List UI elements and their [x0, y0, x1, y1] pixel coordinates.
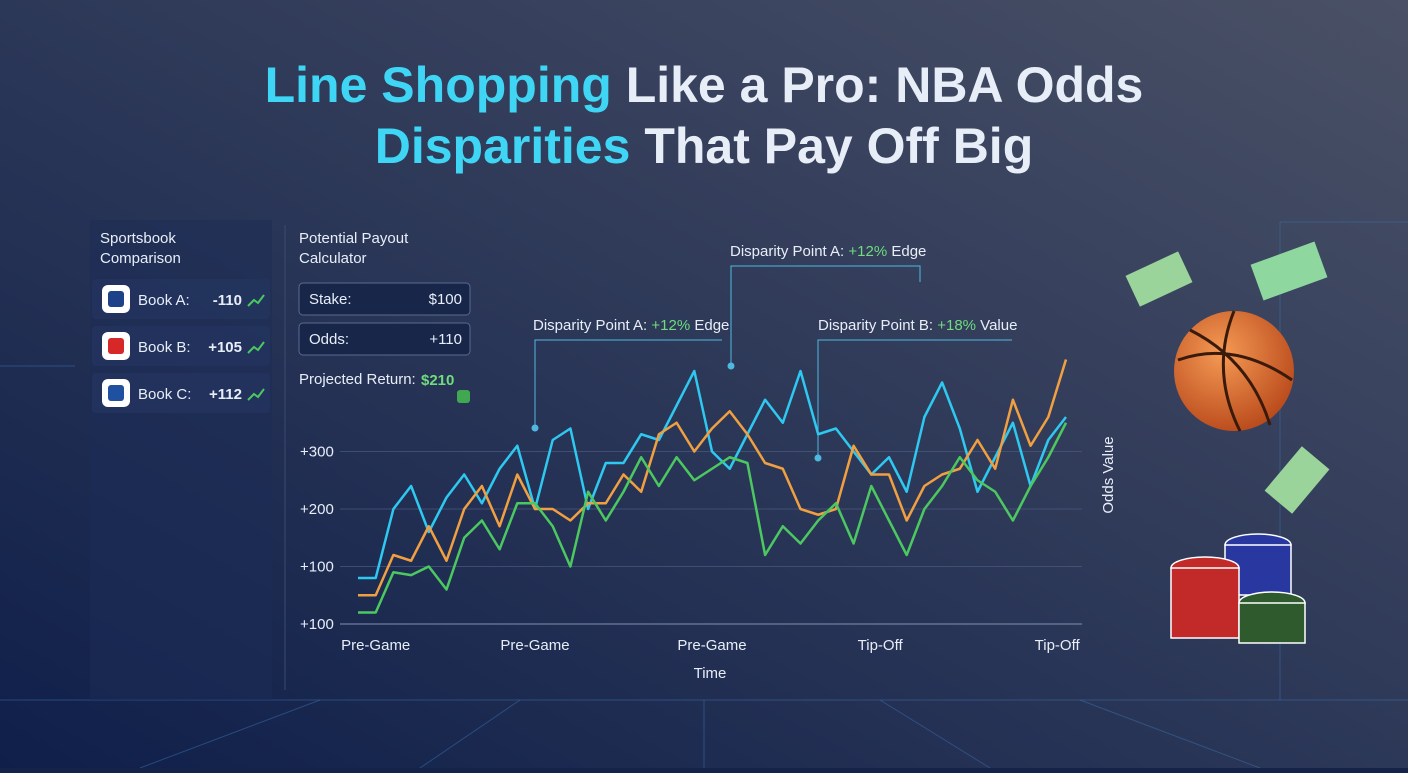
decor	[1125, 241, 1330, 644]
y-tick-label: +200	[300, 501, 334, 518]
sidebar-title: Sportsbook	[100, 230, 176, 247]
series-line	[358, 422, 1068, 614]
annotation: Disparity Point A: +12% Edge	[533, 317, 729, 334]
book-odds: +105	[208, 339, 242, 356]
trend-icon	[247, 341, 265, 354]
input-box[interactable]	[298, 322, 471, 356]
x-tick-label: Tip-Off	[1035, 637, 1081, 654]
title-line: Line Shopping Like a Pro: NBA Odds	[265, 57, 1144, 113]
y-axis-label: Odds Value	[1100, 436, 1117, 513]
x-tick-label: Pre-Game	[500, 637, 569, 654]
annotation: Disparity Point A: +12% Edge	[730, 243, 926, 260]
calculator-title: Calculator	[299, 250, 367, 267]
odds-value: +110	[429, 331, 462, 348]
book-name: Book B:	[138, 339, 191, 356]
money-icon	[457, 390, 470, 403]
book-row[interactable]	[92, 373, 270, 413]
title-line: Disparities That Pay Off Big	[375, 118, 1033, 174]
trend-icon	[247, 294, 265, 307]
leader-lines	[531, 265, 1012, 462]
input-box[interactable]	[298, 282, 471, 316]
annotation: Disparity Point B: +18% Value	[818, 317, 1017, 334]
book-name: Book C:	[138, 386, 191, 403]
series-line	[358, 359, 1068, 597]
x-tick-label: Pre-Game	[677, 637, 746, 654]
y-tick-label: +300	[300, 444, 334, 461]
book-name: Book A:	[138, 292, 190, 309]
calculator-title: Potential Payout	[299, 230, 409, 247]
x-tick-label: Pre-Game	[341, 637, 410, 654]
book-logo-mark	[108, 338, 124, 354]
x-tick-label: Tip-Off	[858, 637, 904, 654]
y-tick-label: +100	[300, 559, 334, 576]
book-row[interactable]	[92, 326, 270, 366]
book-odds: +112	[209, 386, 242, 403]
book-odds: -110	[213, 292, 242, 309]
book-logo-mark	[108, 385, 124, 401]
trend-icon	[247, 388, 265, 401]
y-tick-label: +100	[300, 616, 334, 633]
return-value: $210	[421, 372, 454, 389]
book-row[interactable]	[92, 279, 270, 319]
odds-label: Odds:	[309, 331, 349, 348]
book-logo-mark	[108, 291, 124, 307]
x-axis-label: Time	[694, 665, 727, 682]
sidebar-title: Comparison	[100, 250, 181, 267]
stake-value: $100	[429, 291, 462, 308]
return-label: Projected Return:	[299, 371, 416, 388]
stake-label: Stake:	[309, 291, 352, 308]
